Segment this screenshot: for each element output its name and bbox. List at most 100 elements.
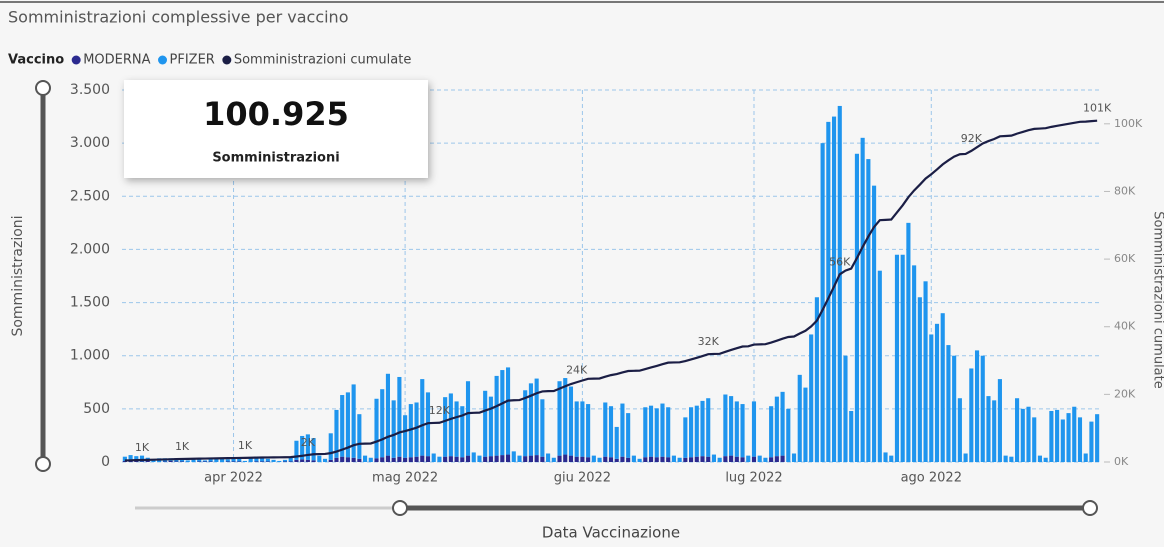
vertical-slider[interactable] [35,80,51,472]
data-label: 101K [1083,102,1112,115]
bar [568,386,574,456]
bar [660,403,665,457]
legend: Vaccino MODERNA PFIZER Somministrazioni cum… [8,53,411,68]
bar [345,392,350,458]
bar [946,345,951,462]
y2-tick-label: 80K [1114,184,1136,197]
bar [300,435,305,460]
x-tick-label: mag 2022 [372,471,438,486]
bar [786,408,791,462]
slider-handle[interactable] [1082,500,1098,516]
data-label: 12K [429,404,451,417]
bar [969,368,974,462]
slider-handle[interactable] [392,500,408,516]
bar [145,460,150,462]
bar [757,455,762,462]
bar [448,456,453,462]
bar [500,370,505,456]
bar [505,367,511,455]
bar [643,457,648,462]
bar [534,378,539,456]
card-label: Somministrazioni [212,151,339,166]
bar [620,403,625,457]
bar [454,401,459,457]
bar [568,455,574,462]
line [124,119,1098,462]
bar [294,459,299,462]
bar [305,459,310,462]
bar [906,222,911,462]
bar [751,401,757,457]
bar [723,456,728,462]
bar [654,408,659,458]
bar [471,452,476,462]
bar [282,459,288,462]
bar [814,297,819,462]
bar [729,455,734,462]
bar [826,121,831,462]
bar [334,409,339,458]
bar [1095,414,1100,462]
bar [477,455,482,462]
bar [608,406,614,458]
bar [843,355,848,462]
bar [889,455,894,462]
slider-handle[interactable] [35,80,51,96]
horizontal-slider[interactable] [135,500,1098,516]
bar [677,457,682,462]
bar [1015,398,1020,462]
bar [1032,417,1037,462]
bar [854,153,859,462]
y-tick-label: 2.500 [70,188,110,204]
bar [488,456,493,462]
bar [414,402,419,457]
bar [574,456,579,462]
data-label: 56K [829,255,851,268]
y-tick-label: 3.500 [70,82,110,98]
bar [328,433,333,460]
bar [900,254,905,462]
bar [723,394,728,457]
bar [648,456,654,462]
kpi-card: 100.925 Somministrazioni [124,80,428,178]
bar [420,455,425,462]
bar [700,400,705,457]
bar [780,455,785,462]
x-tick-label: giu 2022 [554,471,611,486]
bar [431,453,436,462]
bar [546,453,551,462]
bar [220,458,225,462]
card-value: 100.925 [203,95,349,133]
bar [380,457,385,462]
bar [328,459,333,462]
bar [809,334,814,462]
bar [912,265,917,462]
y2-tick-label: 100K [1114,117,1143,130]
bar [357,458,362,462]
y-tick-label: 1.500 [70,295,110,311]
legend-marker [222,55,232,65]
bar [437,456,442,462]
bar [271,459,276,462]
x-tick-label: apr 2022 [204,471,263,486]
slider-handle[interactable] [35,456,51,472]
bar [191,459,196,462]
bar [460,406,465,458]
bar [711,454,717,462]
bar [294,440,299,460]
bar [334,457,339,462]
bar [443,397,448,457]
bar [626,413,631,458]
bar [443,456,448,462]
chart-title: Somministrazioni complessive per vaccino [8,8,348,27]
bar [637,458,642,462]
bar [288,461,293,462]
bar [340,395,345,457]
bar [300,459,305,462]
bar [237,458,242,462]
y2-tick-label: 20K [1114,387,1136,400]
bar [151,459,156,462]
legend-label: Somministrazioni cumulate [234,53,412,68]
bar [197,461,202,462]
card-background [124,80,428,178]
